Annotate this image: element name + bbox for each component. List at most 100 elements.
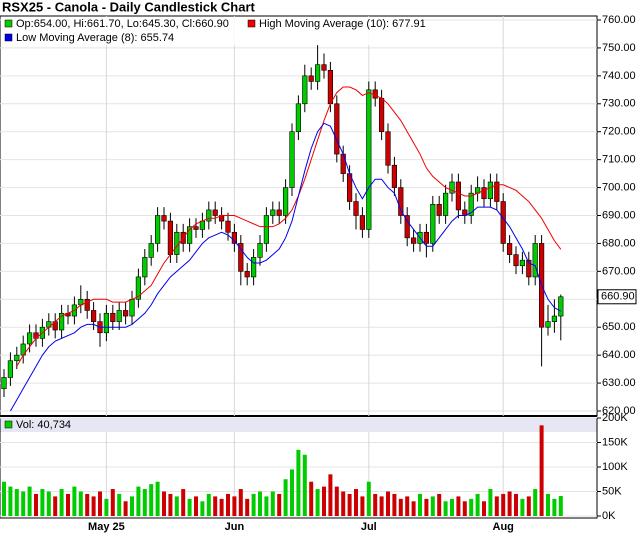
- volume-bar: [21, 491, 26, 516]
- volume-bar: [424, 498, 429, 516]
- volume-bar: [552, 498, 557, 516]
- y2-tick-label: 150K: [602, 436, 628, 448]
- volume-bar: [488, 489, 493, 516]
- volume-bar: [469, 498, 474, 516]
- volume-bar: [347, 493, 352, 516]
- x-tick-label: Jun: [225, 521, 245, 533]
- volume-bar: [334, 486, 339, 516]
- volume-bar: [443, 501, 448, 516]
- volume-bar: [296, 449, 301, 516]
- volume-bar: [59, 489, 64, 516]
- candle-body: [199, 220, 206, 230]
- volume-bar: [91, 496, 96, 516]
- x-tick-label: Aug: [493, 521, 514, 533]
- candle-body: [449, 181, 455, 194]
- candle-body: [225, 220, 231, 233]
- candle-body: [142, 257, 148, 278]
- legend-swatch: [4, 33, 13, 42]
- volume-bar: [290, 469, 294, 516]
- candle-body: [410, 237, 417, 244]
- candle-body: [353, 201, 359, 216]
- candle-body: [314, 64, 321, 82]
- volume-bar: [366, 481, 371, 516]
- volume-bar: [277, 493, 282, 516]
- volume-bar: [40, 489, 45, 516]
- volume-bar: [174, 496, 179, 516]
- candle-body: [7, 360, 14, 378]
- candle-body: [1, 377, 7, 389]
- volume-bar: [245, 498, 250, 516]
- volume-bar: [136, 486, 141, 516]
- x-tick-label: May 25: [88, 521, 125, 533]
- volume-bar: [309, 481, 314, 516]
- volume-bar: [533, 489, 538, 516]
- candle-body: [289, 131, 295, 188]
- volume-bar: [66, 493, 70, 516]
- volume-bar: [98, 491, 102, 516]
- candle-body: [519, 259, 525, 267]
- legend-entry: High Moving Average (10): 677.91: [259, 18, 426, 30]
- volume-bar: [270, 491, 275, 516]
- volume-bar: [251, 493, 256, 516]
- volume-bar: [264, 496, 269, 516]
- candle-body: [430, 204, 436, 244]
- candle-body: [231, 231, 238, 244]
- volume-bar: [501, 493, 506, 516]
- y-tick-label: 710.00: [602, 154, 636, 166]
- volume-bar: [430, 496, 435, 516]
- moving-average-line: [9, 122, 562, 412]
- volume-bar: [411, 501, 416, 516]
- candle-body: [244, 271, 250, 278]
- y2-tick-label: 200K: [602, 412, 628, 424]
- candle-body: [391, 164, 398, 188]
- volume-bar: [315, 489, 320, 516]
- candle-body: [308, 75, 314, 82]
- candle-body: [436, 204, 442, 216]
- y-tick-label: 620.00: [602, 405, 636, 417]
- candle-body: [340, 153, 346, 174]
- volume-bar: [110, 489, 115, 516]
- volume-bar: [85, 493, 90, 516]
- candle-body: [238, 243, 244, 272]
- y2-tick-label: 0K: [602, 510, 616, 522]
- volume-legend: Vol: 40,734: [16, 419, 71, 431]
- candle-body: [295, 103, 302, 133]
- candle-body: [378, 97, 385, 133]
- volume-bar: [398, 498, 403, 516]
- candle-body: [14, 354, 20, 362]
- legend-ohlc: Op:654.00, Hi:661.70, Lo:645.30, Cl:660.…: [16, 18, 229, 30]
- volume-bar: [373, 493, 378, 516]
- volume-bar: [475, 493, 480, 516]
- volume-bar: [238, 489, 243, 516]
- volume-bar: [104, 498, 109, 516]
- y-tick-label: 680.00: [602, 237, 636, 249]
- y-tick-label: 760.00: [602, 14, 636, 26]
- volume-bar: [322, 486, 326, 516]
- volume-bar: [194, 496, 198, 516]
- volume-bar: [149, 484, 154, 516]
- y-tick-label: 630.00: [602, 377, 636, 389]
- candle-body: [212, 209, 218, 216]
- candle-body: [506, 243, 513, 255]
- candle-body: [481, 187, 487, 200]
- volume-bar: [558, 496, 563, 516]
- volume-bar: [258, 491, 262, 516]
- candle-body: [558, 296, 564, 317]
- volume-bar: [130, 496, 134, 516]
- legend-box: [1, 17, 421, 45]
- y-tick-label: 640.00: [602, 349, 636, 361]
- candle-body: [206, 209, 212, 222]
- volume-bar: [482, 501, 486, 516]
- candle-body: [270, 209, 276, 216]
- last-price-box: [597, 289, 637, 305]
- volume-bar: [34, 493, 38, 516]
- candle-body: [26, 332, 33, 345]
- volume-bar: [53, 496, 58, 516]
- candle-body: [103, 312, 109, 334]
- volume-bar: [341, 491, 346, 516]
- y2-tick-label: 100K: [602, 461, 628, 473]
- last-price-label: 660.90: [601, 291, 635, 303]
- candle-body: [423, 231, 430, 244]
- candle-body: [321, 64, 327, 71]
- candle-body: [110, 312, 116, 322]
